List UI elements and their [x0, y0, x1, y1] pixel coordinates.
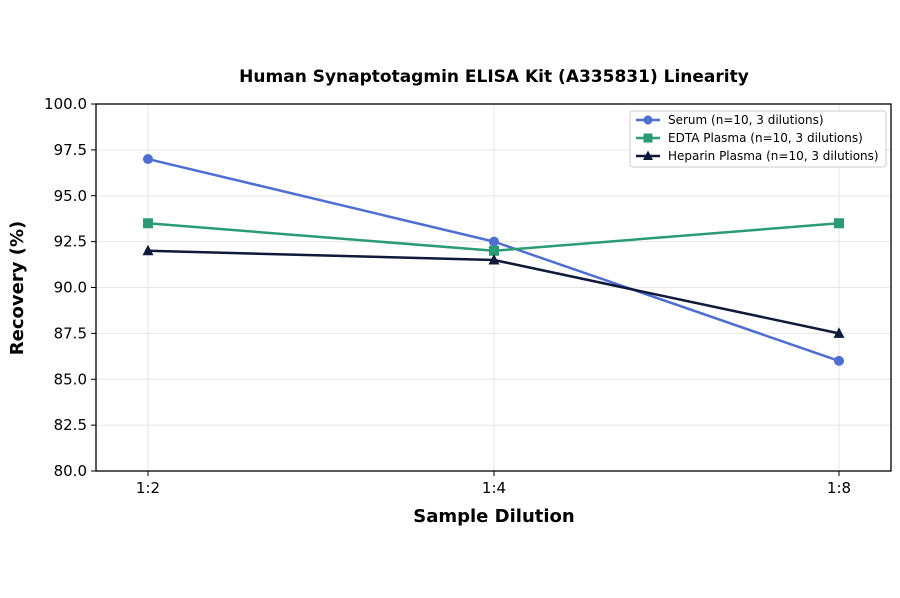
- y-tick-label: 80.0: [54, 462, 87, 480]
- legend-item: Serum (n=10, 3 dilutions): [636, 113, 824, 127]
- series-2: [143, 218, 844, 256]
- legend-item: Heparin Plasma (n=10, 3 dilutions): [636, 149, 879, 163]
- x-tick-label: 1:4: [482, 479, 506, 497]
- y-tick-label: 97.5: [54, 141, 87, 159]
- data-point-square: [643, 133, 653, 143]
- data-point-circle: [143, 154, 153, 165]
- x-tick-label: 1:2: [136, 479, 160, 497]
- y-tick-label: 100.0: [44, 95, 87, 113]
- data-point-triangle: [142, 244, 154, 256]
- y-axis-label: Recovery (%): [7, 221, 28, 355]
- legend-label: EDTA Plasma (n=10, 3 dilutions): [668, 131, 863, 145]
- data-point-circle: [643, 115, 653, 125]
- y-tick-label: 87.5: [54, 324, 87, 342]
- data-point-circle: [834, 355, 844, 366]
- data-point-triangle: [488, 253, 500, 265]
- axis-layer: 80.0 82.5 85.0 87.5 90.0 92.5 95.0 97.5 100.0 1:2…: [44, 95, 851, 497]
- legend-box: [629, 110, 887, 168]
- x-axis-label: Sample Dilution: [413, 506, 574, 527]
- series-1: [143, 154, 844, 366]
- data-point-square: [834, 218, 844, 229]
- chart-title: Human Synaptotagmin ELISA Kit (A335831) …: [239, 67, 749, 87]
- data-point-square: [143, 218, 153, 229]
- data-point-triangle: [833, 327, 845, 338]
- legend-label: Heparin Plasma (n=10, 3 dilutions): [668, 149, 879, 163]
- data-point-square: [489, 245, 499, 256]
- series-layer: [142, 154, 845, 366]
- series-3: [142, 244, 845, 338]
- y-tick-label: 82.5: [54, 416, 87, 434]
- y-tick-label: 85.0: [54, 370, 87, 388]
- data-point-triangle: [643, 150, 653, 160]
- y-tick-label: 90.0: [54, 279, 87, 297]
- y-tick-label: 95.0: [54, 187, 87, 205]
- data-point-circle: [489, 236, 499, 247]
- x-tick-label: 1:8: [827, 479, 851, 497]
- legend-item: EDTA Plasma (n=10, 3 dilutions): [636, 131, 863, 145]
- y-tick-label: 92.5: [54, 233, 87, 251]
- legend: Serum (n=10, 3 dilutions) EDTA Plasma (n=…: [629, 110, 887, 168]
- legend-label: Serum (n=10, 3 dilutions): [668, 113, 824, 127]
